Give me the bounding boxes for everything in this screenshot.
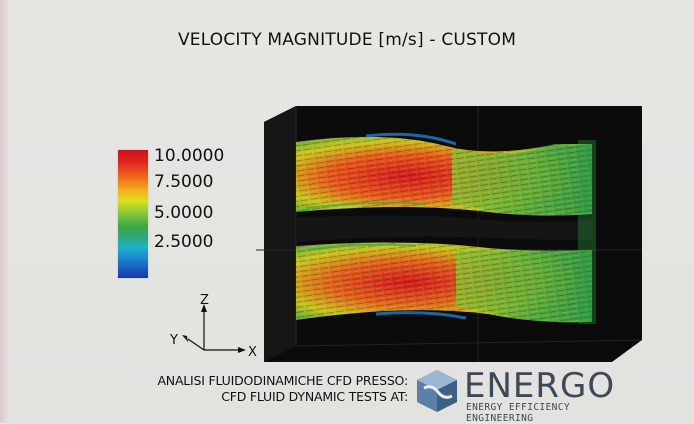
x-axis-label: X: [248, 345, 257, 360]
cfd-render: [256, 106, 642, 362]
figure-title: VELOCITY MAGNITUDE [m/s] - CUSTOM: [177, 30, 517, 50]
legend-label-low: 2.5000: [154, 232, 214, 252]
legend-label-max: 10.0000: [154, 146, 225, 166]
energo-logo: ENERGO ENERGY EFFICIENCY ENGINEERING: [412, 366, 632, 424]
axis-triad: Z Y X: [169, 294, 257, 360]
x-axis-arrow: [238, 347, 246, 353]
legend-label-high: 7.5000: [154, 172, 214, 192]
y-axis-line: [187, 338, 205, 351]
left-edge-strip: [0, 0, 8, 423]
y-axis-label: Y: [169, 333, 178, 348]
z-axis-label: Z: [200, 294, 209, 308]
z-axis-arrow: [201, 304, 207, 312]
legend-label-mid: 5.0000: [154, 203, 214, 223]
color-scale-bar: [118, 150, 148, 278]
separator-plate: [296, 215, 592, 242]
energo-tagline: ENERGY EFFICIENCY ENGINEERING: [466, 402, 571, 424]
energo-wordmark: ENERGO: [464, 366, 616, 406]
energo-cube-icon: [417, 370, 457, 412]
credit-line-english: CFD FLUID DYNAMIC TESTS AT:: [221, 389, 408, 404]
y-axis-arrow: [182, 335, 188, 342]
credit-line-italian: ANALISI FLUIDODINAMICHE CFD PRESSO:: [157, 373, 408, 388]
domain-box-side: [264, 106, 296, 362]
